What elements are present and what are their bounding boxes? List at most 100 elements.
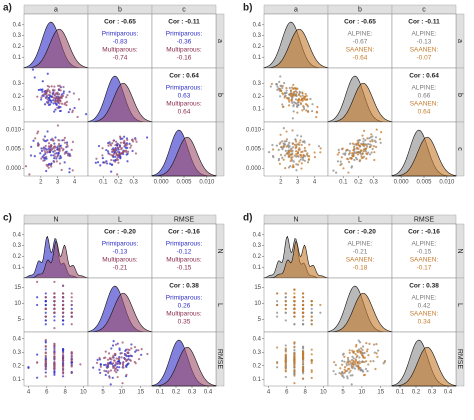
point: [284, 154, 287, 157]
cor-value: -0.67: [353, 39, 368, 46]
cell: [263, 331, 329, 387]
strip-label: L: [358, 216, 362, 223]
point: [301, 370, 305, 373]
point: [104, 363, 107, 366]
point: [293, 341, 296, 344]
point: [284, 292, 287, 295]
point: [279, 153, 283, 156]
point: [111, 356, 114, 359]
point: [300, 162, 303, 165]
point: [301, 140, 304, 143]
point: [61, 303, 65, 307]
point: [289, 164, 292, 168]
point: [298, 91, 301, 94]
point: [62, 138, 65, 142]
point: [336, 153, 339, 156]
point: [356, 360, 359, 364]
strip-label: N: [456, 248, 463, 253]
point: [101, 147, 104, 150]
point: [53, 319, 56, 322]
y-tick-label: 0.000: [6, 166, 22, 172]
density: [23, 240, 89, 279]
point: [310, 370, 313, 374]
point: [103, 369, 106, 372]
point: [119, 157, 122, 160]
point: [134, 350, 137, 353]
point: [349, 374, 352, 377]
point: [278, 162, 282, 165]
point: [111, 376, 114, 379]
point: [301, 345, 305, 348]
cor-value: 0.35: [178, 319, 191, 326]
cor-value: 0.34: [418, 319, 431, 326]
point: [295, 91, 299, 94]
point: [288, 100, 291, 103]
strip-label: N: [216, 248, 223, 253]
point: [303, 107, 306, 111]
cor-group: SAANEN:: [410, 101, 439, 108]
point: [44, 364, 47, 367]
cor-group: Primiparous:: [166, 85, 203, 92]
point: [118, 357, 121, 361]
point: [364, 139, 367, 142]
point: [112, 139, 115, 142]
point: [289, 89, 292, 92]
point: [348, 152, 351, 155]
point: [60, 168, 63, 172]
point: [59, 156, 63, 159]
point: [278, 88, 281, 91]
point: [298, 147, 301, 150]
point: [301, 92, 304, 95]
point: [365, 360, 368, 363]
point: [282, 158, 285, 161]
point: [64, 101, 67, 104]
y-tick-label: 5: [258, 317, 262, 323]
point: [137, 349, 140, 352]
point: [42, 93, 45, 96]
point: [109, 361, 112, 364]
point: [99, 365, 102, 368]
point: [44, 303, 47, 307]
x-tick-label: 10: [119, 390, 126, 396]
point: [68, 167, 71, 170]
x-tick-label: 2: [39, 180, 43, 186]
x-tick-label: 0.000: [394, 180, 410, 186]
cell: [23, 67, 89, 123]
point: [310, 361, 313, 365]
point: [44, 367, 47, 370]
point: [125, 150, 128, 154]
point: [341, 363, 344, 366]
point: [332, 169, 335, 172]
point: [372, 343, 376, 346]
point: [371, 147, 374, 151]
cor-group: SAANEN:: [346, 257, 375, 264]
point: [301, 350, 305, 353]
y-tick-label: 15: [254, 285, 261, 291]
point: [121, 341, 124, 344]
point: [319, 303, 322, 307]
point: [72, 92, 75, 95]
point: [293, 288, 296, 291]
point: [287, 143, 290, 146]
point: [70, 363, 73, 366]
point: [281, 84, 284, 88]
point: [110, 158, 113, 162]
point: [57, 144, 60, 147]
x-tick-label: 0.010: [199, 180, 215, 186]
point: [310, 319, 313, 322]
y-tick-label: 0.2: [253, 94, 262, 100]
point: [56, 100, 60, 103]
point: [53, 152, 57, 155]
point: [77, 98, 81, 101]
point: [295, 150, 298, 153]
point: [344, 152, 347, 155]
point: [288, 149, 291, 152]
point: [58, 147, 61, 150]
point: [350, 166, 353, 169]
point: [119, 141, 123, 144]
point: [359, 149, 362, 152]
point: [298, 141, 301, 144]
point: [341, 359, 344, 363]
point: [52, 102, 55, 105]
point: [293, 374, 296, 377]
